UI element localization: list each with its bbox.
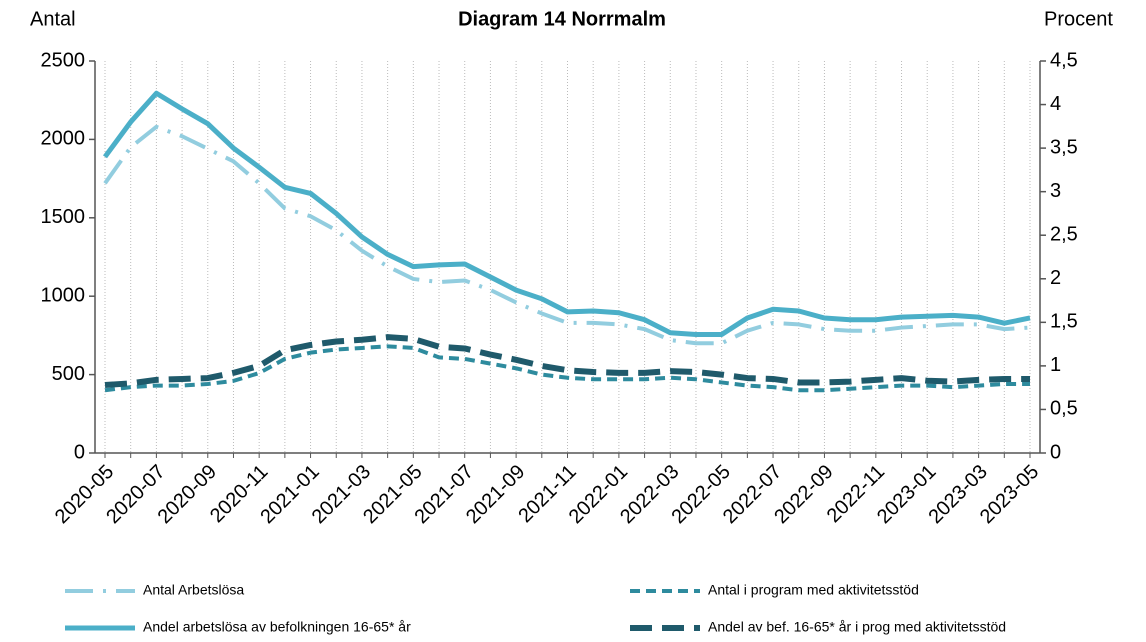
y2-tick-label: 4,5 [1050,49,1078,71]
y2-tick-label: 3 [1050,180,1061,202]
legend-label: Antal Arbetslösa [143,582,244,598]
y-tick-label: 2500 [41,49,86,71]
y-axis-label: Antal [30,8,76,30]
series-line [104,344,1030,393]
chart-title: Diagram 14 Norrmalm [458,8,666,30]
series-line [102,90,1031,338]
y2-tick-label: 1 [1050,354,1061,376]
y2-tick-label: 2,5 [1050,224,1078,246]
series-line [104,334,1030,389]
y2-tick-label: 0,5 [1050,398,1078,420]
y2-tick-label: 0 [1050,441,1061,463]
y-tick-label: 0 [74,441,85,463]
y-tick-label: 2000 [41,128,86,150]
y-tick-label: 500 [52,363,85,385]
y2-tick-label: 1,5 [1050,311,1078,333]
legend-label: Andel arbetslösa av befolkningen 16-65* … [143,619,411,635]
y-tick-label: 1000 [41,284,86,306]
y2-tick-label: 2 [1050,267,1061,289]
y2-axis-label: Procent [1044,8,1113,30]
y2-tick-label: 3,5 [1050,136,1078,158]
y2-tick-label: 4 [1050,93,1061,115]
legend-label: Antal i program med aktivitetsstöd [708,582,919,598]
y-tick-label: 1500 [41,206,86,228]
legend-label: Andel av bef. 16-65* år i prog med aktiv… [708,619,1006,635]
